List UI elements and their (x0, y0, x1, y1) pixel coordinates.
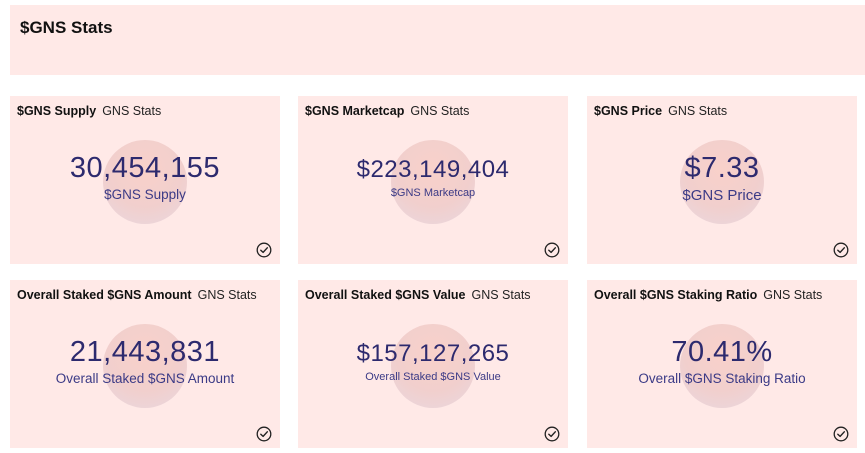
metric-label: Overall Staked $GNS Amount (55, 371, 235, 386)
metric-bubble (391, 324, 475, 408)
metric-value: $157,127,265 (356, 340, 510, 367)
card-header: Overall Staked $GNS Amount GNS Stats (17, 288, 257, 302)
card-header: Overall Staked $GNS Value GNS Stats (305, 288, 531, 302)
card-subtitle: GNS Stats (197, 288, 257, 302)
metric-value: 21,443,831 (69, 336, 221, 368)
metric-label: $GNS Marketcap (390, 187, 476, 199)
card-title: $GNS Price (594, 104, 663, 118)
metric-bubble (680, 324, 764, 408)
metric-bubble (103, 324, 187, 408)
card-gns-supply[interactable]: $GNS Supply GNS Stats 30,454,155 $GNS Sup… (10, 96, 280, 264)
card-header: $GNS Supply GNS Stats (17, 104, 161, 118)
card-subtitle: GNS Stats (410, 104, 470, 118)
metric-label: $GNS Price (682, 187, 762, 204)
card-subtitle: GNS Stats (471, 288, 531, 302)
card-header: $GNS Marketcap GNS Stats (305, 104, 469, 118)
check-circle-icon[interactable] (833, 242, 849, 258)
card-title: Overall $GNS Staking Ratio (594, 288, 758, 302)
check-circle-icon[interactable] (544, 242, 560, 258)
check-circle-icon[interactable] (833, 426, 849, 442)
stats-header-panel: $GNS Stats (10, 5, 865, 75)
card-gns-marketcap[interactable]: $GNS Marketcap GNS Stats $223,149,404 $GN… (298, 96, 568, 264)
card-title: Overall Staked $GNS Amount (17, 288, 192, 302)
metric-value: $223,149,404 (356, 156, 510, 183)
card-overall-staked-amount[interactable]: Overall Staked $GNS Amount GNS Stats 21,4… (10, 280, 280, 448)
card-title: $GNS Supply (17, 104, 97, 118)
card-header: $GNS Price GNS Stats (594, 104, 727, 118)
metric-label: Overall $GNS Staking Ratio (638, 371, 806, 386)
check-circle-icon[interactable] (256, 242, 272, 258)
metric-label: Overall Staked $GNS Value (365, 371, 501, 383)
metric-label: $GNS Supply (104, 187, 186, 202)
check-circle-icon[interactable] (544, 426, 560, 442)
card-header: Overall $GNS Staking Ratio GNS Stats (594, 288, 822, 302)
card-subtitle: GNS Stats (102, 104, 162, 118)
card-overall-staking-ratio[interactable]: Overall $GNS Staking Ratio GNS Stats 70.4… (587, 280, 857, 448)
card-gns-price[interactable]: $GNS Price GNS Stats $7.33 $GNS Price (587, 96, 857, 264)
metric-value: $7.33 (684, 152, 760, 184)
metric-bubble (391, 140, 475, 224)
card-title: Overall Staked $GNS Value (305, 288, 466, 302)
metric-bubble (103, 140, 187, 224)
metric-value: 30,454,155 (69, 152, 221, 184)
check-circle-icon[interactable] (256, 426, 272, 442)
card-overall-staked-value[interactable]: Overall Staked $GNS Value GNS Stats $157,… (298, 280, 568, 448)
page-title: $GNS Stats (20, 18, 113, 37)
card-title: $GNS Marketcap (305, 104, 405, 118)
card-subtitle: GNS Stats (763, 288, 823, 302)
metric-value: 70.41% (671, 336, 773, 368)
metric-bubble (680, 140, 764, 224)
card-subtitle: GNS Stats (668, 104, 728, 118)
